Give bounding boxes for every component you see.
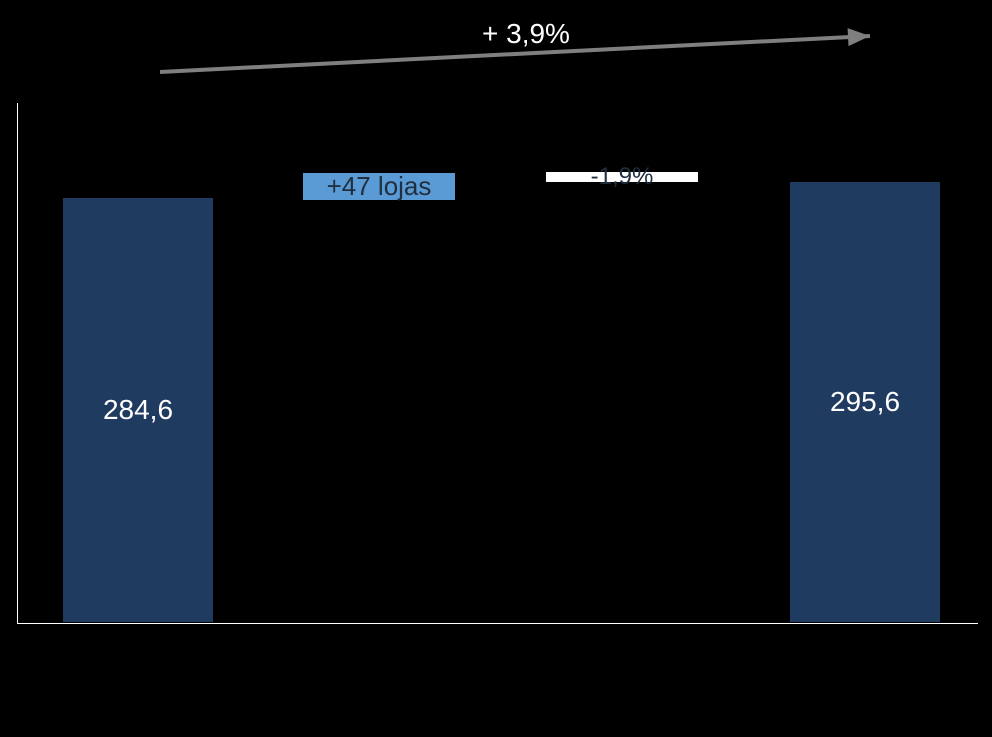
annotation-lojas-label: +47 lojas	[327, 171, 432, 202]
annotation-pct: -1,9%	[546, 172, 698, 182]
bar-left-label: 284,6	[103, 394, 173, 426]
bar-right-label: 295,6	[830, 386, 900, 418]
annotation-lojas: +47 lojas	[303, 173, 455, 200]
growth-arrow-icon	[0, 0, 992, 120]
bar-left: 284,6	[63, 198, 213, 622]
annotation-pct-label: -1,9%	[591, 163, 654, 191]
bar-right: 295,6	[790, 182, 940, 622]
